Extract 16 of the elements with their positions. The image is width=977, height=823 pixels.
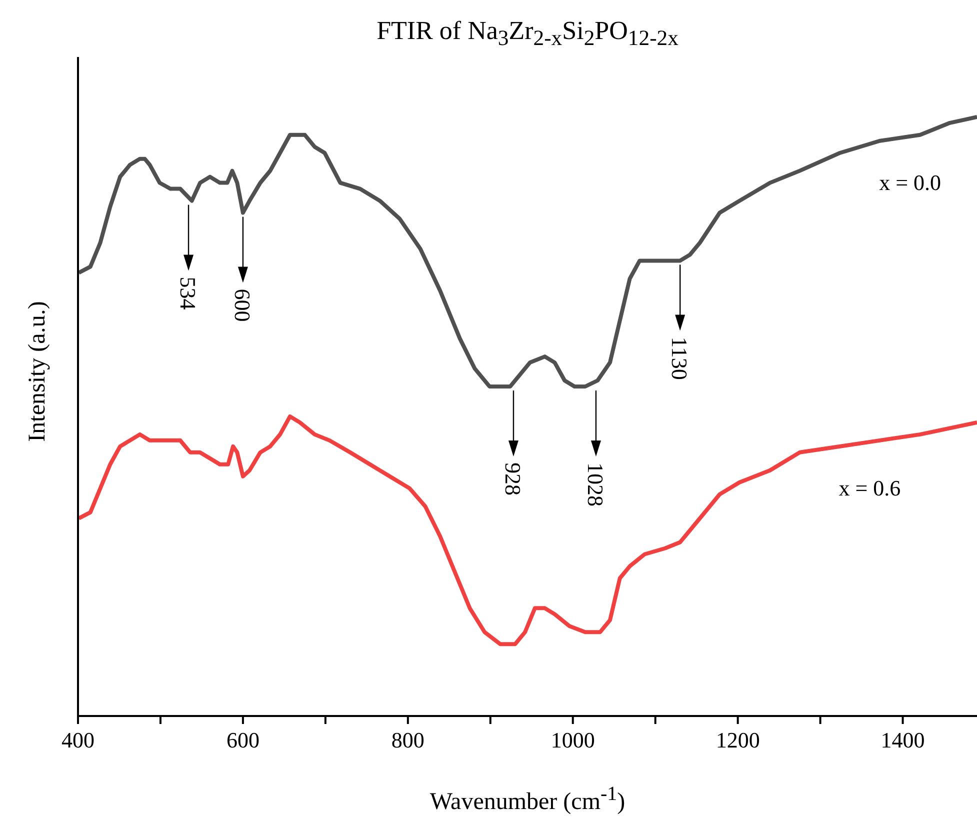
x-tick-label: 1200 <box>716 728 760 753</box>
annotation: 1028 <box>582 462 608 506</box>
chart-title: FTIR of Na$_{3}$Zr$_{2-x}$Si$_{2}$PO$_{12-2x}$ <box>376 16 680 52</box>
x-tick-label: 800 <box>391 728 424 753</box>
x-tick-label: 600 <box>226 728 260 753</box>
annotation: 600 <box>230 288 255 322</box>
x-tick-label: 1400 <box>880 728 925 753</box>
series-label: x = 0.6 <box>838 475 901 500</box>
annotation: 928 <box>500 462 526 496</box>
x-axis-title: Wavenumber (cm$^{-1}$) <box>428 783 626 816</box>
y-axis-title: Intensity (a.u.) <box>24 300 52 444</box>
x-tick-label: 1000 <box>550 728 595 753</box>
series-label: x = 0.0 <box>879 170 942 195</box>
annotation: 1130 <box>667 336 692 380</box>
annotation: 534 <box>176 276 201 310</box>
x-tick-label: 400 <box>62 728 94 753</box>
